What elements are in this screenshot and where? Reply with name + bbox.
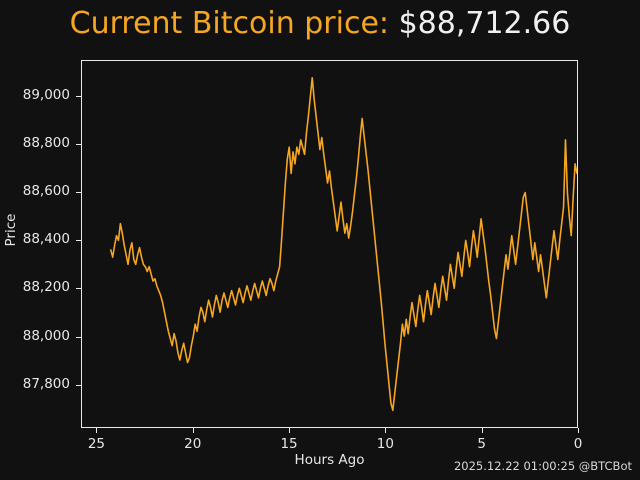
x-tick-label: 5 bbox=[477, 436, 486, 452]
y-tick-label: 87,800 bbox=[22, 375, 70, 392]
y-tick-mark bbox=[76, 144, 81, 145]
title-price-value: $88,712.66 bbox=[398, 6, 571, 41]
y-tick-label: 89,000 bbox=[22, 87, 70, 104]
y-tick-label: 88,000 bbox=[22, 327, 70, 344]
x-tick-label: 0 bbox=[573, 436, 583, 452]
x-tick-label: 10 bbox=[376, 436, 394, 452]
price-line-series bbox=[109, 76, 577, 412]
x-tick-label: 20 bbox=[184, 436, 202, 452]
y-tick-label: 88,600 bbox=[22, 183, 70, 200]
plot-area bbox=[81, 60, 578, 428]
x-axis-label: Hours Ago bbox=[294, 452, 365, 468]
x-tick-label: 25 bbox=[87, 436, 105, 452]
y-tick-mark bbox=[76, 337, 81, 338]
x-tick-mark bbox=[289, 428, 290, 433]
y-axis-label: Price bbox=[3, 213, 19, 247]
x-tick-mark bbox=[482, 428, 483, 433]
page-title: Current Bitcoin price: $88,712.66 bbox=[0, 6, 640, 41]
y-tick-mark bbox=[76, 240, 81, 241]
timestamp-watermark: 2025.12.22 01:00:25 @BTCBot bbox=[453, 459, 632, 473]
y-tick-mark bbox=[76, 385, 81, 386]
y-tick-mark bbox=[76, 192, 81, 193]
price-polyline bbox=[109, 76, 577, 412]
y-tick-label: 88,400 bbox=[22, 231, 70, 248]
x-tick-label: 15 bbox=[280, 436, 298, 452]
x-tick-mark bbox=[385, 428, 386, 433]
x-tick-mark bbox=[96, 428, 97, 433]
y-tick-label: 88,200 bbox=[22, 279, 70, 296]
y-tick-label: 88,800 bbox=[22, 135, 70, 152]
title-label-text: Current Bitcoin price: bbox=[69, 6, 399, 41]
x-tick-mark bbox=[578, 428, 579, 433]
x-tick-mark bbox=[193, 428, 194, 433]
y-tick-mark bbox=[76, 96, 81, 97]
y-tick-mark bbox=[76, 288, 81, 289]
